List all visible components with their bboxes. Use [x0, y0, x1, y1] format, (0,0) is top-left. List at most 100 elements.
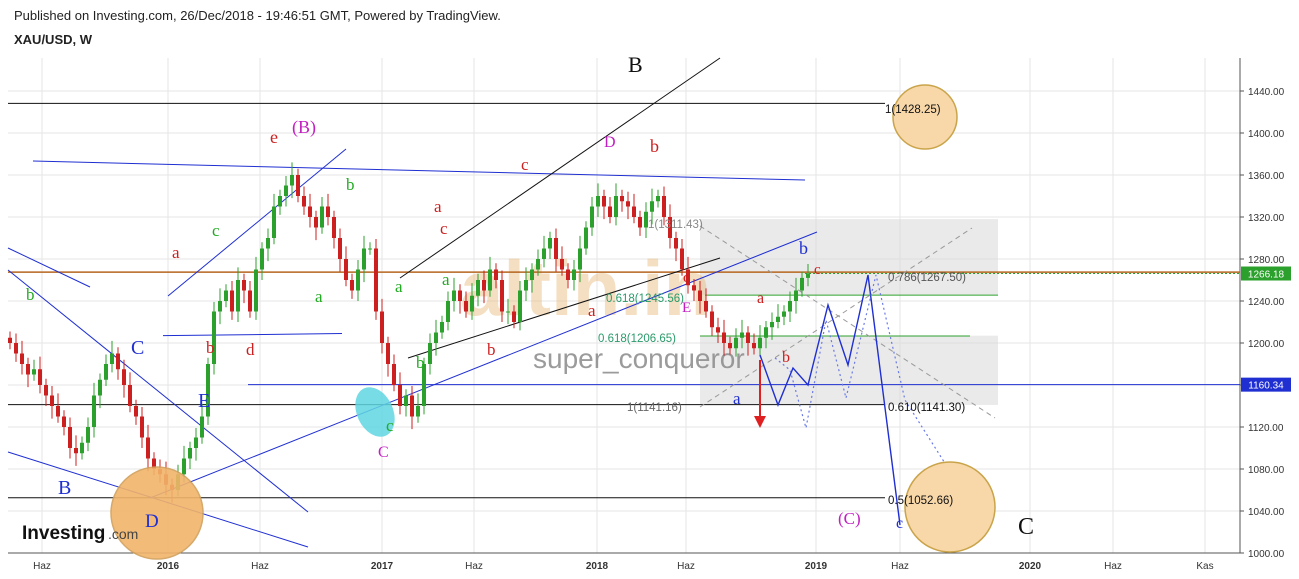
candle-body [752, 343, 756, 349]
wave-label: C [1018, 514, 1034, 540]
wave-label: c [814, 262, 821, 278]
candle-body [662, 196, 666, 217]
wave-label: b [346, 175, 355, 194]
candle-body [86, 427, 90, 443]
candle-body [554, 238, 558, 259]
candle-body [434, 332, 438, 343]
candle-body [710, 311, 714, 328]
candle-body [20, 353, 24, 364]
wave-label: b [416, 353, 425, 372]
candle-body [362, 248, 366, 270]
wave-label: c [521, 155, 529, 174]
y-tick-label: 1240.00 [1248, 297, 1285, 308]
fib-label: 0.618(1206.65) [598, 333, 676, 345]
candle-body [248, 290, 252, 312]
target-circle-bottom [904, 461, 996, 553]
candle-body [314, 217, 318, 228]
candle-body [80, 442, 84, 454]
candle-body [800, 277, 804, 291]
candle-body [476, 280, 480, 296]
fib-label: 0.610(1141.30) [888, 402, 965, 414]
candle-body [110, 353, 114, 364]
candle-body [134, 406, 138, 417]
fib-label: 0.5(1052.66) [888, 495, 953, 507]
candle-body [548, 238, 552, 249]
y-tick-label: 1400.00 [1248, 129, 1285, 140]
candle-body [224, 290, 228, 301]
candle-body [422, 364, 426, 406]
candle-body [50, 395, 54, 406]
x-tick-label: 2017 [371, 561, 394, 572]
projection-path-solid [759, 274, 901, 526]
wave-label: a [733, 389, 741, 408]
wave-label: a [588, 301, 596, 320]
candle-body [518, 290, 522, 322]
candle-body [74, 448, 78, 454]
candle-body [482, 280, 486, 291]
candle-body [68, 427, 72, 448]
logo-main: Investing [22, 523, 105, 544]
candle-body [686, 269, 690, 286]
wave-label: b [650, 136, 659, 156]
wave-label: b [782, 349, 790, 366]
x-tick-label: Haz [891, 561, 909, 572]
candle-body [668, 217, 672, 238]
price-tag-label: 1160.34 [1248, 381, 1284, 392]
candle-body [146, 437, 150, 459]
candle-body [386, 343, 390, 364]
candle-body [614, 196, 618, 217]
fib-label: 0.786(1267.50) [888, 272, 966, 284]
candle-body [56, 406, 60, 417]
candle-body [242, 280, 246, 291]
candle-body [740, 332, 744, 338]
candle-body [32, 369, 36, 375]
x-tick-label: 2018 [586, 561, 609, 572]
candle-body [782, 311, 786, 317]
candle-body [38, 369, 42, 385]
candle-body [140, 416, 144, 438]
candle-body [200, 416, 204, 438]
candle-body [698, 290, 702, 301]
candle-body [644, 211, 648, 228]
candle-body [278, 196, 282, 207]
candle-body [374, 248, 378, 312]
symbol-title: XAU/USD, W [14, 32, 92, 47]
trend-line-1 [7, 247, 91, 288]
wave-label: a [434, 197, 442, 216]
x-tick-label: Haz [677, 561, 695, 572]
x-tick-label: Kas [1196, 561, 1213, 572]
published-info: Published on Investing.com, 26/Dec/2018 … [14, 8, 501, 23]
wave-label: B [628, 52, 643, 77]
candle-body [290, 175, 294, 186]
wave-label: E [682, 300, 691, 316]
candle-body [770, 322, 774, 328]
candle-body [638, 217, 642, 228]
price-tag-bg [1241, 266, 1291, 281]
watermark-brand: altin.in [460, 244, 711, 332]
candle-body [512, 311, 516, 322]
x-tick-label: 2020 [1019, 561, 1042, 572]
fib-label: 1(1311.43) [648, 219, 703, 231]
wave-label: a [442, 270, 450, 289]
candle-body [470, 295, 474, 312]
wave-label: e [270, 127, 278, 147]
candle-body [392, 364, 396, 385]
wave-label: C [378, 444, 389, 461]
wave-label: a [395, 277, 403, 296]
candle-body [284, 185, 288, 196]
wave-label: C [131, 337, 144, 359]
candle-body [494, 269, 498, 280]
candle-body [776, 316, 780, 322]
candle-body [398, 385, 402, 406]
candle-body [44, 385, 48, 396]
y-tick-label: 1000.00 [1248, 549, 1285, 560]
candle-body [578, 248, 582, 270]
wave-label: b [26, 285, 35, 304]
candle-body [194, 437, 198, 448]
candle-body [722, 332, 726, 343]
wave-label: a [315, 287, 323, 306]
y-tick-label: 1200.00 [1248, 339, 1285, 350]
candle-body [8, 337, 12, 343]
candle-body [236, 280, 240, 312]
